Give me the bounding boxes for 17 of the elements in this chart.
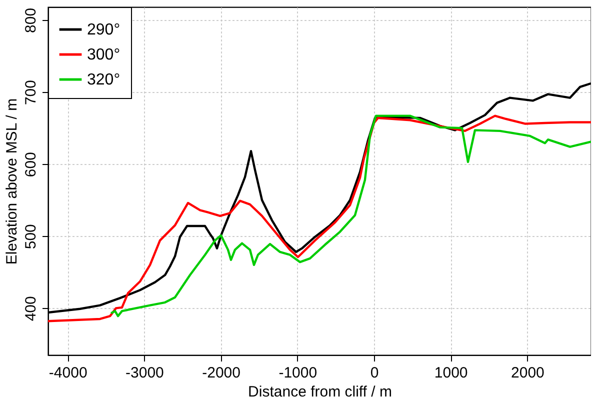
x-tick-label: 0 <box>370 364 379 382</box>
x-tick-label: -2000 <box>202 364 240 382</box>
x-tick-label: 2000 <box>511 364 544 382</box>
legend-label: 290° <box>87 22 120 38</box>
y-tick-label: 700 <box>22 80 40 106</box>
x-tick-label: -1000 <box>278 364 318 382</box>
legend-label: 320° <box>87 72 120 88</box>
x-axis-title: Distance from cliff / m <box>248 384 392 400</box>
y-tick-label: 800 <box>22 8 40 33</box>
y-tick-label: 400 <box>22 296 40 322</box>
y-tick-label: 600 <box>22 152 40 178</box>
x-tick-label: -3000 <box>126 364 164 382</box>
y-axis-title: Elevation above MSL / m <box>4 98 20 265</box>
x-tick-label: 1000 <box>434 364 468 382</box>
y-tick-label: 500 <box>22 224 40 250</box>
legend-label: 300° <box>87 46 120 64</box>
x-tick-label: -4000 <box>48 364 88 382</box>
